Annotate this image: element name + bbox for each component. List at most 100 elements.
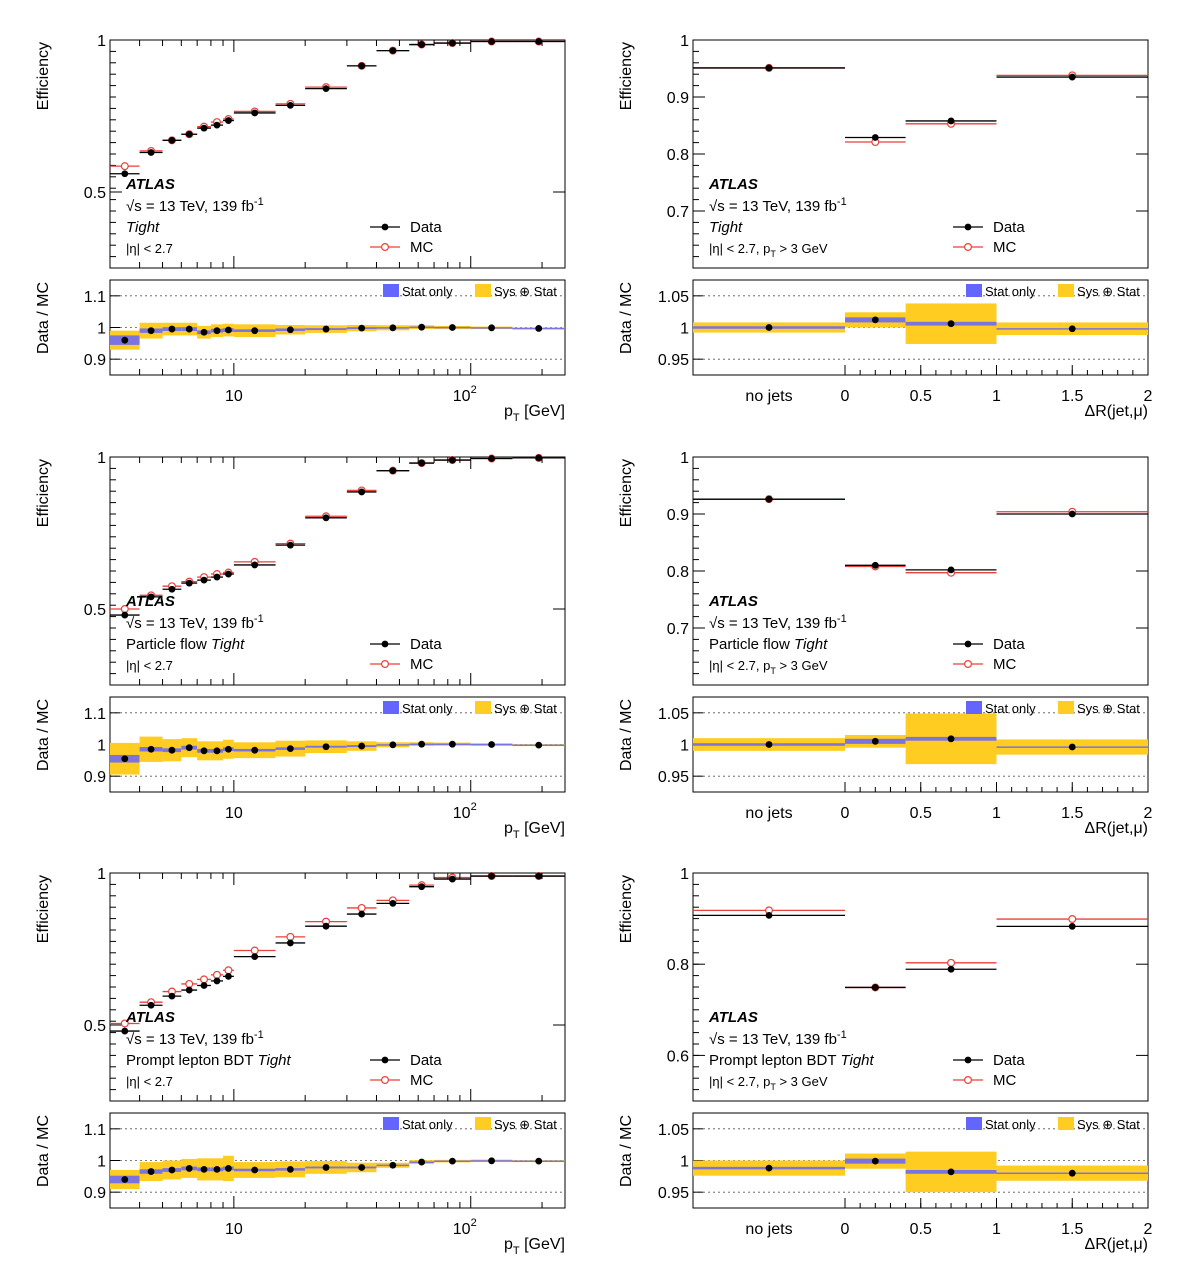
ratio-data-point	[488, 741, 495, 748]
ratio-y-tick-label: 1.1	[84, 289, 106, 306]
energy-lumi-label: √s = 13 TeV, 139 fb-1	[126, 196, 264, 215]
data-point	[418, 883, 426, 891]
dr-panel-row-1: 0.7 0.8 0.9 1 Efficiency ATLAS √s = 13 TeV, 13…	[618, 33, 1153, 420]
data-point	[418, 459, 426, 467]
energy-text: √s = 13 TeV, 139 fb	[126, 615, 254, 632]
ratio-data-point	[185, 325, 193, 333]
ratio-data-point	[947, 320, 955, 328]
x-axis-title-sub: T	[513, 829, 520, 841]
legend-mc-marker	[963, 659, 972, 668]
x-tick-exponent: 2	[471, 801, 477, 813]
legend-sys-swatch	[1058, 701, 1074, 714]
working-point-label: Prompt lepton BDT Tight	[126, 1052, 292, 1069]
ratio-data-point	[1068, 1169, 1076, 1177]
efficiency-axis-title: Efficiency	[618, 42, 635, 110]
x-tick-label-nojets: no jets	[745, 805, 792, 822]
ratio-y-tick-label: 1	[680, 1154, 689, 1171]
data-point	[213, 977, 221, 985]
efficiency-axis-title: Efficiency	[618, 875, 635, 943]
legend-sys-label: Sys ⊕ Stat	[1077, 284, 1140, 299]
legend-data-label: Data	[410, 636, 442, 653]
eta-cut-text: |η| < 2.7, p	[709, 658, 770, 673]
y-tick-label: 1	[680, 866, 689, 883]
legend-mc-marker	[381, 659, 390, 668]
ratio-y-tick-label: 1	[97, 738, 106, 755]
pt-panel-row-1: 0.5 1 Efficiency ATLAS √s = 13 TeV, 139 fb-1…	[35, 33, 566, 424]
selection-cut-label: |η| < 2.7	[126, 658, 173, 673]
legend-data-label: Data	[410, 1052, 442, 1069]
ratio-y-tick-label: 1	[680, 321, 689, 338]
y-tick-label: 0.7	[667, 621, 689, 638]
ratio-data-point	[147, 745, 155, 753]
data-point	[389, 900, 397, 907]
ratio-y-tick-label: 1.05	[658, 289, 689, 306]
mc-point	[250, 946, 259, 955]
working-point-prefix: Prompt lepton BDT	[126, 1052, 257, 1069]
legend-data-label: Data	[993, 1052, 1025, 1069]
efficiency-frame	[692, 39, 1149, 269]
mc-point	[212, 970, 221, 979]
efficiency-axis-title: Efficiency	[35, 42, 52, 110]
data-point	[251, 953, 259, 960]
legend-data-marker	[381, 223, 389, 231]
legend-stat-label: Stat only	[985, 1117, 1036, 1132]
x-axis-title-sub: T	[513, 1245, 520, 1257]
selection-cut-label: |η| < 2.7, pT > 3 GeV	[709, 1074, 828, 1092]
legend-mc-label: MC	[410, 1072, 433, 1089]
data-point	[185, 130, 193, 138]
data-point	[488, 455, 495, 462]
working-point-name: Tight	[257, 1052, 291, 1069]
energy-lumi-label: √s = 13 TeV, 139 fb-1	[709, 196, 847, 215]
ratio-data-point	[322, 1164, 330, 1171]
working-point-name: Tight	[211, 636, 245, 653]
ratio-data-point	[286, 326, 294, 334]
legend-sys-swatch	[475, 701, 491, 714]
dr-panel-row-3: 0.6 0.8 1 Efficiency ATLAS √s = 13 TeV, 139 f…	[618, 866, 1153, 1253]
x-tick-label: 0	[841, 1221, 850, 1238]
x-axis-title: pT [GeV]	[504, 1236, 565, 1257]
legend-stat-swatch	[383, 284, 399, 297]
data-point	[121, 170, 129, 178]
data-point	[389, 467, 397, 475]
data-point	[251, 109, 259, 117]
ratio-data-point	[121, 755, 129, 763]
x-tick-label: 2	[1144, 805, 1153, 822]
data-point	[200, 982, 208, 989]
legend-mc-marker	[381, 1075, 390, 1084]
legend-sys-label: Sys ⊕ Stat	[494, 284, 557, 299]
x-axis-title: pT [GeV]	[504, 820, 565, 841]
pt-subscript: T	[770, 249, 776, 259]
ratio-data-point	[251, 327, 259, 335]
ratio-axis-title: Data / MC	[618, 699, 635, 771]
data-point	[225, 570, 232, 578]
x-axis-title-p: p	[504, 403, 513, 420]
legend-sys-label: Sys ⊕ Stat	[494, 701, 557, 716]
atlas-label: ATLAS	[125, 1009, 175, 1026]
atlas-label: ATLAS	[125, 176, 175, 193]
working-point-label: Prompt lepton BDT Tight	[709, 1052, 875, 1069]
mc-point	[120, 162, 129, 171]
ratio-axis-title: Data / MC	[35, 1115, 52, 1187]
mc-point	[120, 1019, 129, 1028]
data-point	[947, 965, 955, 973]
ratio-data-point	[213, 327, 221, 335]
x-axis-title: pT [GeV]	[504, 403, 565, 424]
ratio-data-point	[322, 743, 330, 751]
ratio-data-point	[358, 1164, 366, 1171]
data-point	[947, 117, 955, 125]
pt-subscript: T	[770, 1082, 776, 1092]
ratio-data-point	[765, 741, 773, 748]
atlas-label: ATLAS	[125, 593, 175, 610]
ratio-y-tick-label: 0.95	[658, 352, 689, 369]
mc-point	[286, 932, 295, 941]
data-point	[121, 611, 129, 619]
energy-lumi-label: √s = 13 TeV, 139 fb-1	[709, 1029, 847, 1048]
legend-data-label: Data	[410, 219, 442, 236]
data-point	[1068, 922, 1076, 930]
ratio-data-point	[225, 326, 232, 334]
atlas-label: ATLAS	[708, 1009, 758, 1026]
ratio-axis-title: Data / MC	[618, 282, 635, 354]
ratio-data-point	[286, 1165, 294, 1173]
ratio-data-point	[871, 737, 879, 745]
ratio-data-point	[200, 328, 208, 336]
